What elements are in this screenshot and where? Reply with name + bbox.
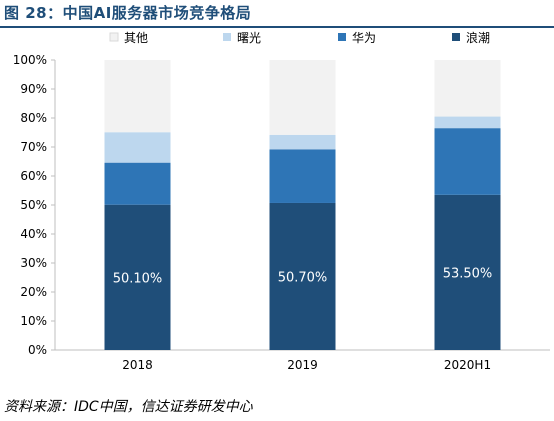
y-tick-label: 10% — [20, 314, 47, 328]
bar-segment — [269, 202, 336, 350]
data-label: 53.50% — [443, 266, 493, 281]
legend-label: 其他 — [124, 31, 148, 45]
x-tick-label: 2018 — [122, 358, 153, 372]
data-label: 50.70% — [278, 270, 328, 285]
y-tick-label: 100% — [13, 53, 47, 67]
bar-segment — [434, 60, 501, 117]
x-tick-label: 2019 — [287, 358, 318, 372]
legend-swatch — [452, 33, 460, 41]
bar-segment — [104, 60, 171, 133]
legend-swatch — [338, 33, 346, 41]
legend-swatch — [109, 32, 119, 42]
y-tick-label: 90% — [20, 82, 47, 96]
legend-label: 浪潮 — [466, 30, 490, 45]
legend-label: 华为 — [352, 31, 376, 45]
y-tick-label: 0% — [28, 343, 47, 357]
figure-title: 图 28：中国AI服务器市场竞争格局 — [4, 4, 252, 22]
legend-label: 曙光 — [237, 31, 261, 45]
source-note: 资料来源：IDC中国，信达证券研发中心 — [4, 399, 253, 415]
bar-segment — [434, 128, 501, 195]
data-label: 50.10% — [113, 271, 163, 286]
y-tick-label: 40% — [20, 227, 47, 241]
legend-swatch — [223, 33, 231, 41]
y-tick-label: 70% — [20, 140, 47, 154]
y-tick-label: 30% — [20, 256, 47, 270]
y-tick-label: 20% — [20, 285, 47, 299]
bar-segment — [269, 134, 336, 150]
bar-segment — [104, 162, 171, 205]
y-tick-label: 50% — [20, 198, 47, 212]
bar-segment — [269, 60, 336, 135]
bar-segment — [104, 204, 171, 350]
bar-segment — [434, 116, 501, 129]
title-rule — [0, 26, 554, 28]
y-tick-label: 80% — [20, 111, 47, 125]
stacked-bar-chart: 0% 10% 20% 30% 40% 50% 60% 70% 80% 90% 100% 50.10% 2… — [13, 30, 550, 372]
bar-segment — [434, 194, 501, 350]
bar-segment — [104, 132, 171, 163]
bar-segment — [269, 149, 336, 203]
x-tick-label: 2020H1 — [444, 358, 491, 372]
y-tick-label: 60% — [20, 169, 47, 183]
